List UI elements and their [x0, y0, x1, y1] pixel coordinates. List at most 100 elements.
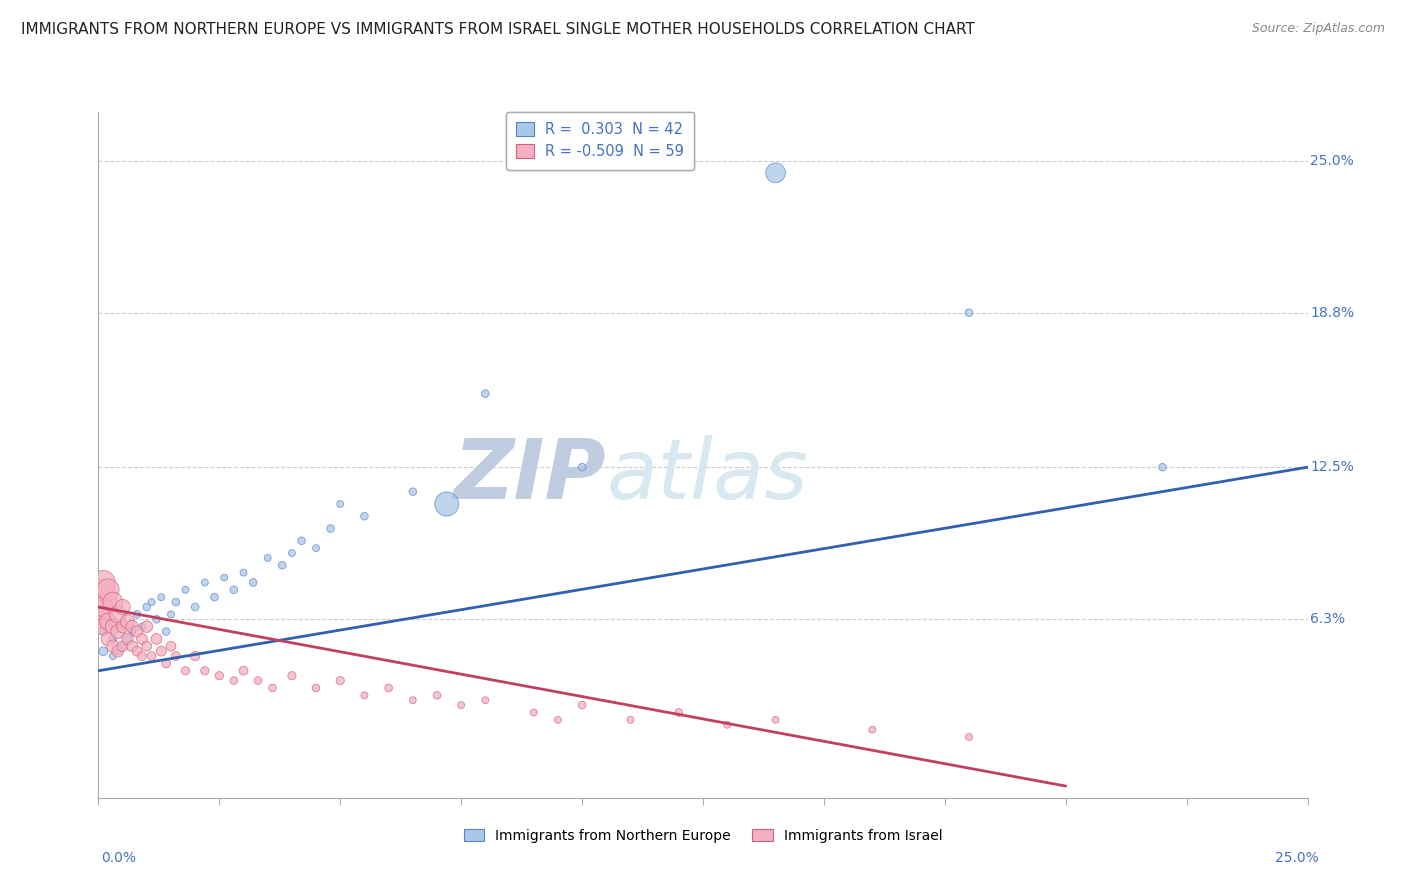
Point: [145, 612, 167, 626]
Point: [91, 600, 114, 615]
Point: [256, 551, 278, 566]
Point: [668, 706, 690, 720]
Point: [141, 595, 163, 609]
Text: IMMIGRANTS FROM NORTHERN EUROPE VS IMMIGRANTS FROM ISRAEL SINGLE MOTHER HOUSEHOL: IMMIGRANTS FROM NORTHERN EUROPE VS IMMIG…: [21, 22, 974, 37]
Point: [353, 509, 375, 524]
Point: [957, 730, 980, 744]
Point: [101, 619, 124, 633]
Legend: R =  0.303  N = 42, R = -0.509  N = 59: R = 0.303 N = 42, R = -0.509 N = 59: [506, 112, 695, 169]
Point: [121, 619, 143, 633]
Text: 25.0%: 25.0%: [1310, 153, 1354, 168]
Point: [329, 497, 352, 511]
Text: 18.8%: 18.8%: [1310, 306, 1354, 319]
Point: [426, 689, 449, 703]
Text: 25.0%: 25.0%: [1275, 851, 1319, 865]
Point: [281, 669, 304, 683]
Point: [107, 644, 129, 658]
Point: [184, 600, 207, 615]
Point: [165, 649, 187, 664]
Point: [194, 575, 217, 590]
Point: [107, 624, 129, 639]
Point: [377, 681, 399, 695]
Point: [765, 713, 787, 727]
Text: 6.3%: 6.3%: [1310, 612, 1346, 626]
Text: ZIP: ZIP: [454, 435, 606, 516]
Point: [204, 591, 226, 605]
Point: [208, 669, 231, 683]
Point: [107, 644, 129, 658]
Point: [150, 644, 173, 658]
Point: [141, 649, 163, 664]
Point: [131, 619, 153, 633]
Point: [212, 571, 235, 585]
Point: [101, 595, 124, 609]
Point: [155, 624, 177, 639]
Point: [101, 649, 124, 664]
Point: [271, 558, 294, 573]
Point: [131, 649, 153, 664]
Point: [101, 632, 124, 646]
Point: [474, 693, 496, 707]
Point: [353, 689, 375, 703]
Point: [121, 639, 143, 653]
Point: [436, 497, 458, 511]
Point: [165, 595, 187, 609]
Point: [474, 386, 496, 401]
Point: [450, 698, 472, 712]
Point: [523, 706, 546, 720]
Point: [127, 644, 149, 658]
Text: 0.0%: 0.0%: [101, 851, 136, 865]
Point: [194, 664, 217, 678]
Point: [160, 639, 183, 653]
Point: [155, 657, 177, 671]
Point: [91, 624, 114, 639]
Point: [131, 632, 153, 646]
Point: [97, 582, 120, 597]
Point: [91, 619, 114, 633]
Point: [97, 632, 120, 646]
Point: [281, 546, 304, 560]
Point: [329, 673, 352, 688]
Point: [290, 533, 312, 548]
Point: [111, 600, 134, 615]
Point: [860, 723, 883, 737]
Point: [319, 521, 342, 535]
Point: [107, 607, 129, 622]
Text: atlas: atlas: [606, 435, 808, 516]
Point: [174, 664, 197, 678]
Point: [87, 591, 110, 605]
Point: [135, 619, 157, 633]
Point: [571, 460, 593, 475]
Point: [222, 673, 245, 688]
Text: Source: ZipAtlas.com: Source: ZipAtlas.com: [1251, 22, 1385, 36]
Point: [135, 639, 157, 653]
Point: [117, 632, 139, 646]
Point: [242, 575, 264, 590]
Point: [262, 681, 284, 695]
Point: [127, 624, 149, 639]
Point: [117, 632, 139, 646]
Point: [97, 615, 120, 629]
Text: 12.5%: 12.5%: [1310, 460, 1354, 475]
Point: [402, 484, 425, 499]
Point: [402, 693, 425, 707]
Point: [135, 600, 157, 615]
Point: [111, 619, 134, 633]
Point: [111, 639, 134, 653]
Point: [222, 582, 245, 597]
Point: [121, 624, 143, 639]
Point: [619, 713, 641, 727]
Point: [111, 639, 134, 653]
Point: [91, 575, 114, 590]
Point: [232, 664, 254, 678]
Point: [232, 566, 254, 580]
Point: [91, 644, 114, 658]
Point: [145, 632, 167, 646]
Point: [160, 607, 183, 622]
Point: [765, 166, 787, 180]
Point: [247, 673, 270, 688]
Point: [547, 713, 569, 727]
Point: [716, 717, 738, 731]
Point: [97, 615, 120, 629]
Point: [127, 607, 149, 622]
